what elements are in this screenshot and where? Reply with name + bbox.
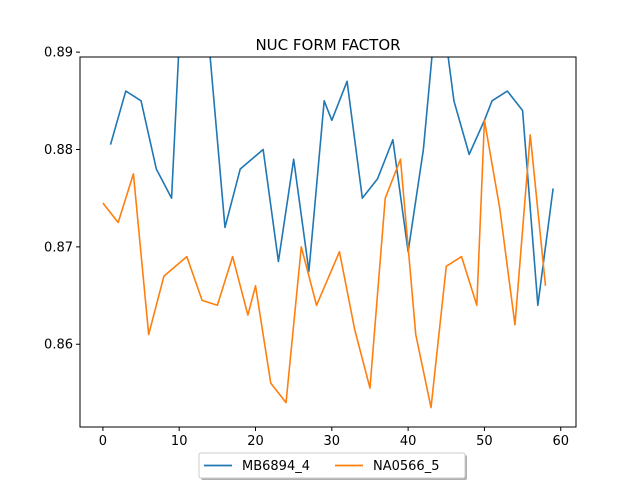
x-tick-label: 0: [99, 434, 107, 449]
legend-label: MB6894_4: [242, 459, 310, 474]
x-tick-label: 20: [247, 434, 264, 449]
x-tick-label: 10: [171, 434, 188, 449]
legend-label: NA0566_5: [373, 459, 439, 474]
y-tick-label: 0.89: [44, 46, 73, 61]
y-tick-label: 0.88: [44, 143, 73, 158]
x-tick-label: 40: [400, 434, 417, 449]
y-tick-label: 0.87: [44, 240, 73, 255]
x-tick-label: 60: [552, 434, 569, 449]
legend-box: [198, 452, 466, 479]
x-tick-label: 30: [324, 434, 341, 449]
y-axis: 0.86 0.87 0.88 0.89: [44, 46, 80, 353]
y-tick-label: 0.86: [44, 338, 73, 353]
x-axis: 0 10 20 30 40 50 60: [99, 427, 569, 449]
plot-frame: [79, 56, 577, 428]
x-tick-label: 50: [476, 434, 493, 449]
series-line-na0566-5: [102, 119, 547, 409]
legend: MB6894_4 NA0566_5: [198, 452, 467, 480]
chart-title: NUC FORM FACTOR: [255, 36, 400, 54]
plot-content: [102, 57, 554, 409]
